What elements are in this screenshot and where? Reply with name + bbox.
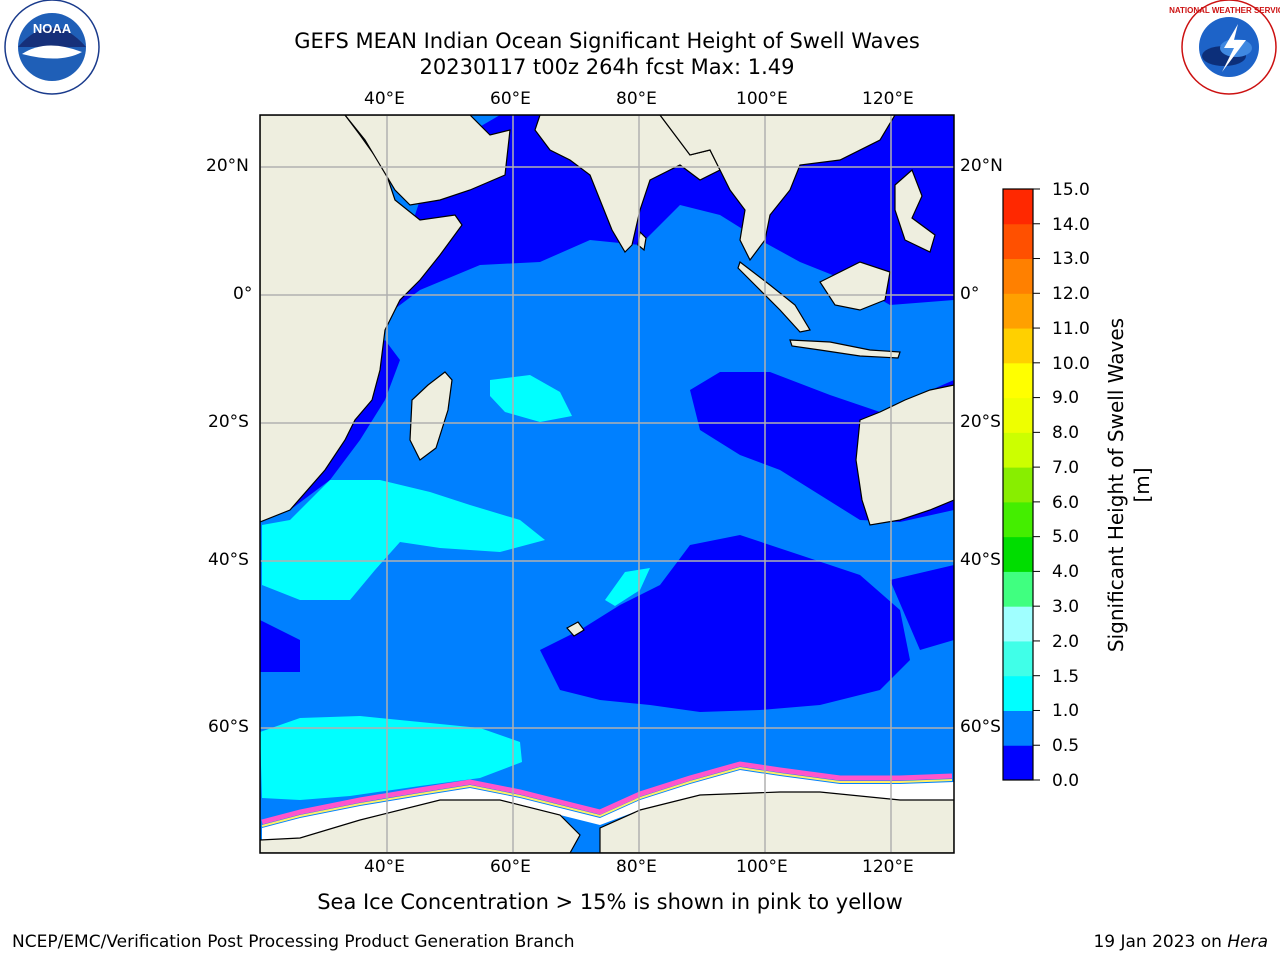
sumatra-land	[737, 261, 811, 333]
colorbar-cell	[1003, 640, 1033, 677]
colorbar-cell	[1003, 258, 1033, 294]
kerguelen-land	[566, 621, 585, 637]
colorbar-label: 8.0	[1052, 423, 1080, 443]
colorbar-cell	[1003, 189, 1033, 225]
lon-label-bottom-40e: 40°E	[364, 857, 405, 877]
colorbar-cell	[1003, 223, 1033, 260]
colorbar-cell	[1003, 501, 1033, 538]
map-area	[260, 115, 954, 853]
map-gridlines	[260, 115, 954, 853]
colorbar-label: 1.0	[1052, 701, 1080, 721]
nws-logo: NATIONAL WEATHER SERVICE	[1169, 0, 1280, 95]
noaa-logo-text: NOAA	[33, 21, 72, 36]
lat-label-right-40s: 40°S	[960, 550, 1001, 570]
java-land	[789, 339, 901, 359]
lon-label-bottom-120e: 120°E	[862, 857, 914, 877]
colorbar-cell	[1003, 362, 1033, 399]
swell-low-zone-south	[540, 535, 910, 712]
colorbar-label: 0.0	[1052, 771, 1080, 791]
colorbar-label: 3.0	[1052, 597, 1080, 617]
colorbar-cell	[1003, 536, 1033, 572]
borneo-land	[819, 261, 891, 311]
lon-label-bottom-60e: 60°E	[490, 857, 531, 877]
colorbar-frame	[1002, 188, 1034, 781]
colorbar-label: 10.0	[1052, 354, 1090, 374]
colorbar-label: 11.0	[1052, 319, 1090, 339]
swell-high-patch-1	[490, 375, 572, 422]
lon-label-top-120e: 120°E	[862, 89, 914, 109]
lat-label-right-20s: 20°S	[960, 412, 1001, 432]
colorbar	[1002, 188, 1040, 781]
lon-label-top-100e: 100°E	[736, 89, 788, 109]
colorbar-label: 15.0	[1052, 180, 1090, 200]
map-title: GEFS MEAN Indian Ocean Significant Heigh…	[294, 29, 920, 53]
lat-label-left-20s: 20°S	[208, 412, 249, 432]
lat-label-left-40s: 40°S	[208, 550, 249, 570]
nws-logo-text: NATIONAL WEATHER SERVICE	[1169, 6, 1280, 15]
colorbar-cells	[1003, 189, 1033, 781]
colorbar-cell	[1003, 606, 1033, 642]
colorbar-label: 9.0	[1052, 388, 1080, 408]
footer-credit: NCEP/EMC/Verification Post Processing Pr…	[12, 932, 575, 952]
swell-low-zone-southwest	[260, 620, 300, 672]
lon-label-bottom-80e: 80°E	[616, 857, 657, 877]
lon-label-top-60e: 60°E	[490, 89, 531, 109]
lat-label-left-0: 0°	[233, 284, 253, 304]
colorbar-label: 0.5	[1052, 736, 1080, 756]
map-subtitle: 20230117 t00z 264h fcst Max: 1.49	[419, 55, 795, 79]
colorbar-label: 5.0	[1052, 527, 1080, 547]
colorbar-label: 1.5	[1052, 667, 1080, 687]
colorbar-cell	[1003, 432, 1033, 468]
sea-ice	[262, 770, 954, 840]
colorbar-cell	[1003, 293, 1033, 329]
footer-machine: Hera	[1227, 932, 1268, 952]
colorbar-label: 13.0	[1052, 249, 1090, 269]
lat-label-left-60s: 60°S	[208, 717, 249, 737]
colorbar-cell	[1003, 571, 1033, 607]
swell-low-zone-southeast	[890, 565, 954, 650]
colorbar-label: 14.0	[1052, 215, 1090, 235]
lat-label-left-20n: 20°N	[206, 156, 249, 176]
colorbar-cell	[1003, 745, 1033, 781]
colorbar-cell	[1003, 467, 1033, 503]
sea-ice-fringe	[261, 761, 953, 825]
lon-label-top-40e: 40°E	[364, 89, 405, 109]
swell-high-patch-2	[262, 480, 545, 600]
sea-ice-note: Sea Ice Concentration > 15% is shown in …	[317, 890, 903, 914]
colorbar-label: 12.0	[1052, 284, 1090, 304]
colorbar-cell	[1003, 397, 1033, 433]
colorbar-cell	[1003, 710, 1033, 746]
madagascar-land	[409, 371, 453, 461]
colorbar-label: 4.0	[1052, 562, 1080, 582]
swell-high-patch-4	[260, 716, 522, 800]
sea-ice-fringe-yellow	[261, 766, 953, 827]
lat-label-right-0: 0°	[960, 284, 980, 304]
antarctica-land	[260, 791, 954, 853]
colorbar-label: 7.0	[1052, 458, 1080, 478]
philippines-land	[894, 168, 936, 253]
footer-date: 19 Jan 2023 on Hera	[1093, 932, 1268, 952]
lon-label-bottom-100e: 100°E	[736, 857, 788, 877]
colorbar-label: 6.0	[1052, 493, 1080, 513]
lon-label-top-80e: 80°E	[616, 89, 657, 109]
colorbar-cell	[1003, 328, 1033, 364]
colorbar-cell	[1003, 675, 1033, 711]
lat-label-right-20n: 20°N	[960, 156, 1003, 176]
colorbar-ticks	[1033, 188, 1040, 781]
map-frame	[259, 114, 955, 854]
noaa-logo: NOAA	[4, 0, 100, 95]
australia-land	[855, 384, 954, 526]
southeast-asia-land	[659, 115, 896, 262]
colorbar-label: 2.0	[1052, 632, 1080, 652]
colorbar-title: Significant Height of Swell Waves [m]	[1104, 317, 1154, 653]
footer-date-text: 19 Jan 2023 on	[1093, 932, 1228, 952]
lat-label-right-60s: 60°S	[960, 717, 1001, 737]
